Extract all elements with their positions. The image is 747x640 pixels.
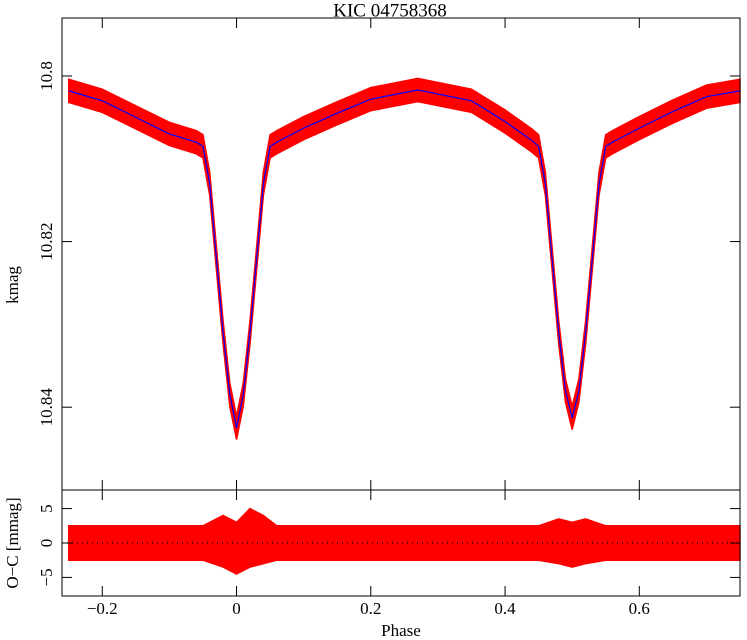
y-axis-label: O−C [mmag] xyxy=(3,497,22,588)
x-tick-label: −0.2 xyxy=(87,599,118,618)
y-tick-label: −5 xyxy=(37,568,56,586)
chart-title: KIC 04758368 xyxy=(333,0,446,21)
x-tick-label: 0.6 xyxy=(629,599,650,618)
x-tick-label: 0.4 xyxy=(494,599,516,618)
y-tick-label: 10.8 xyxy=(37,61,56,91)
y-axis-label: kmag xyxy=(3,266,22,304)
y-tick-label: 0 xyxy=(37,539,56,548)
x-tick-label: 0.2 xyxy=(360,599,381,618)
x-axis-label: Phase xyxy=(381,621,421,640)
scatter-band xyxy=(67,507,741,575)
y-tick-label: 10.82 xyxy=(37,222,56,260)
scatter-band xyxy=(67,77,741,440)
model-line xyxy=(68,89,741,429)
y-tick-label: 5 xyxy=(37,504,56,513)
y-tick-label: 10.84 xyxy=(37,388,56,427)
x-tick-label: 0 xyxy=(232,599,241,618)
